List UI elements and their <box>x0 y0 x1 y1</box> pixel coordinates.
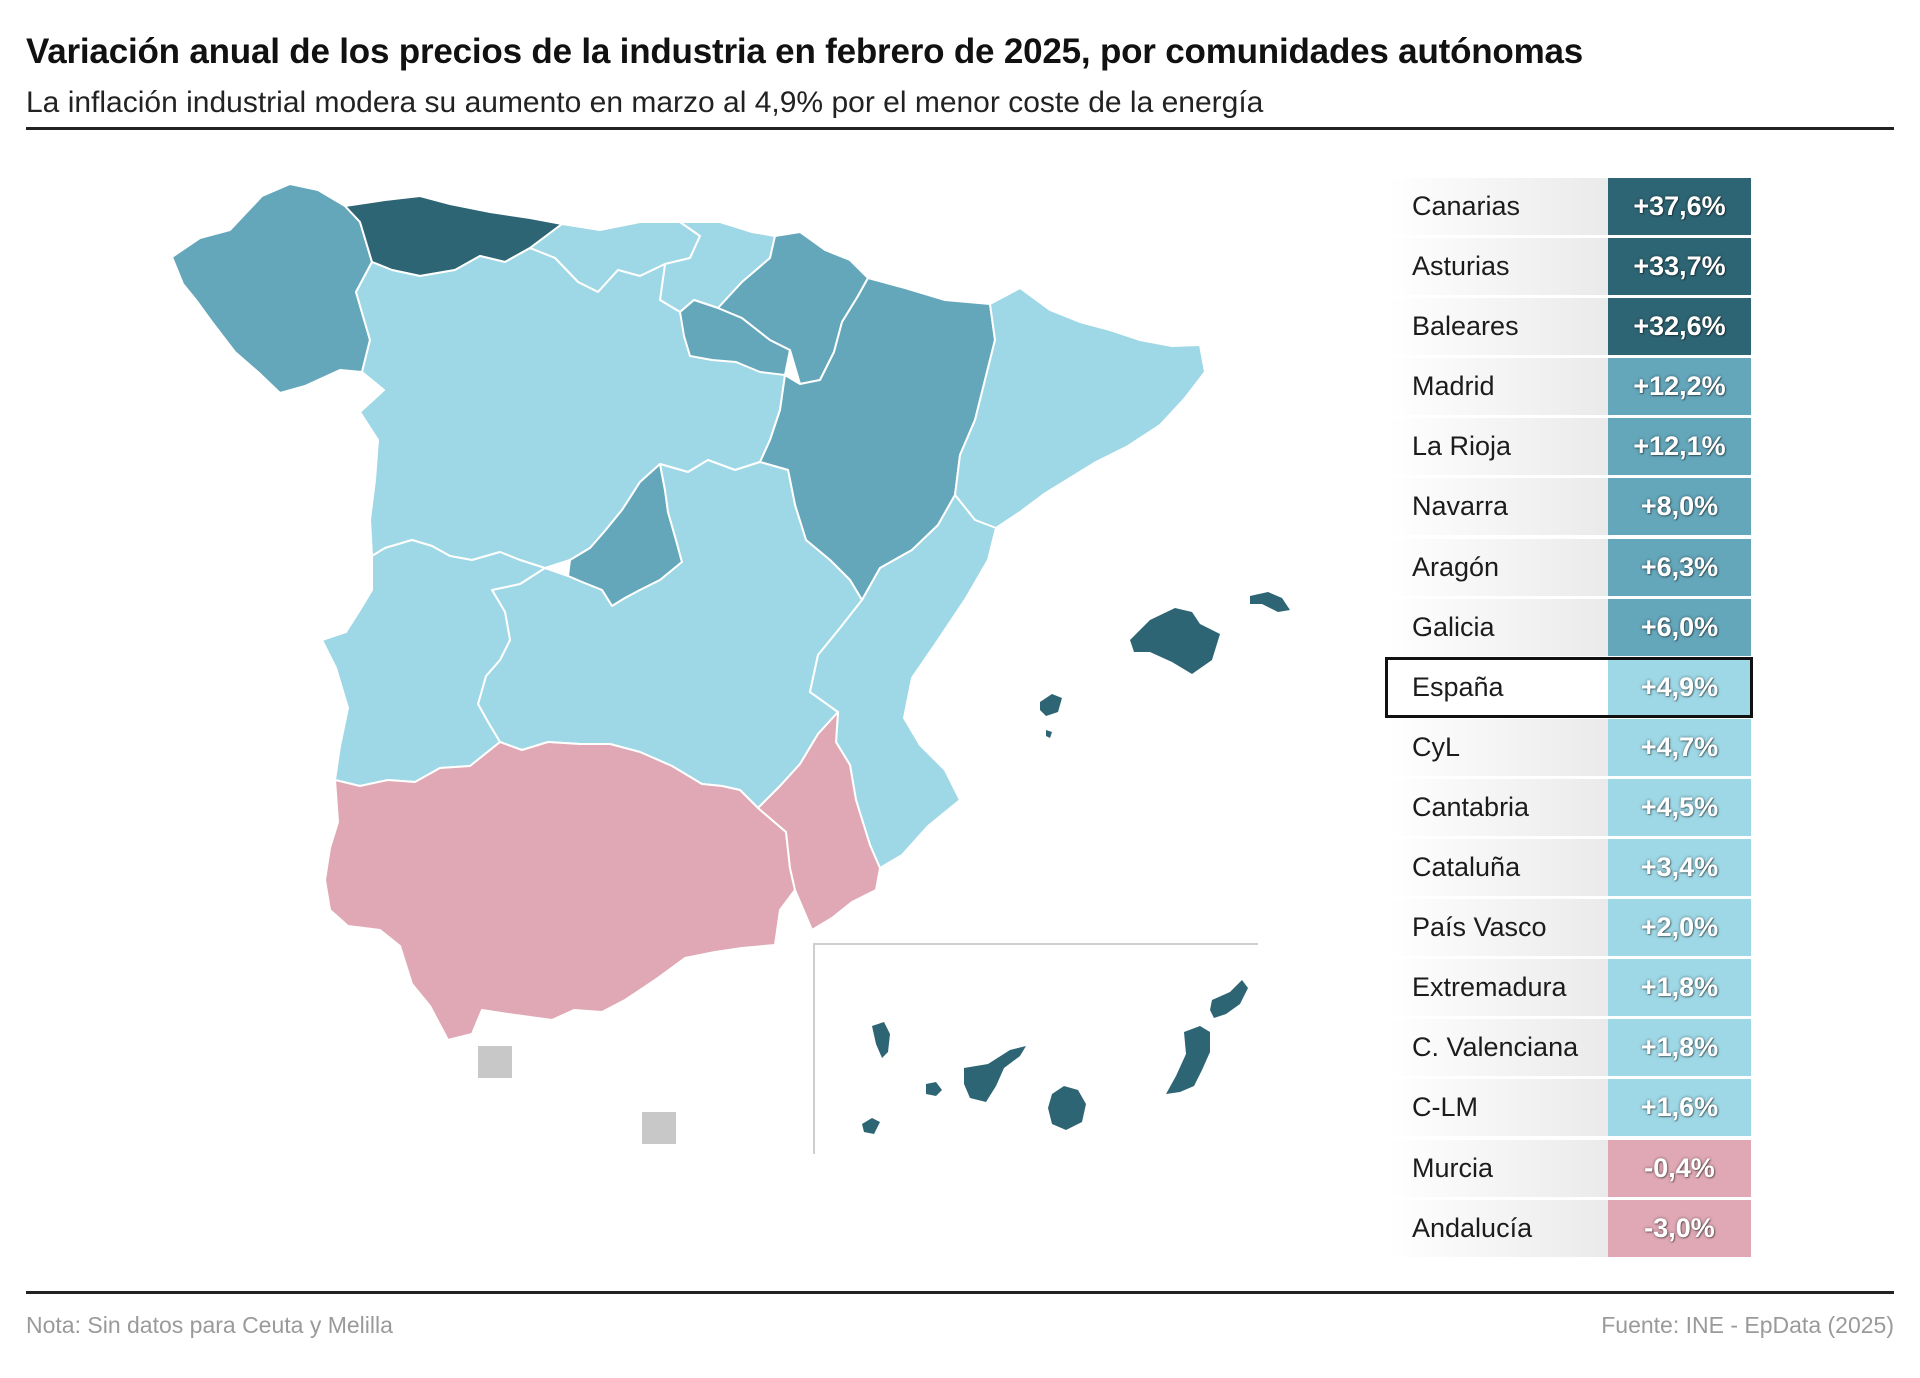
ranking-row: Madrid +12,2% <box>1387 358 1751 416</box>
region-value: +2,0% <box>1608 899 1751 957</box>
ranking-row: C-LM +1,6% <box>1387 1079 1751 1137</box>
ranking-row: Cantabria +4,5% <box>1387 778 1751 836</box>
ranking-row: Extremadura +1,8% <box>1387 959 1751 1017</box>
region-value: +1,6% <box>1608 1079 1751 1137</box>
ranking-row: CyL +4,7% <box>1387 718 1751 776</box>
ranking-row: Andalucía -3,0% <box>1387 1199 1751 1257</box>
region-value: +33,7% <box>1608 238 1751 296</box>
ranking-row: Cataluña +3,4% <box>1387 839 1751 897</box>
region-value: +37,6% <box>1608 178 1751 235</box>
region-name: Baleares <box>1387 298 1608 356</box>
ranking-row: País Vasco +2,0% <box>1387 899 1751 957</box>
region-value: +1,8% <box>1608 959 1751 1017</box>
source-credit: Fuente: INE - EpData (2025) <box>1601 1312 1894 1338</box>
region-name: Cataluña <box>1387 839 1608 897</box>
region-value: +8,0% <box>1608 478 1751 536</box>
region-value: -0,4% <box>1608 1139 1751 1197</box>
region-value: +4,5% <box>1608 778 1751 836</box>
region-name: Cantabria <box>1387 778 1608 836</box>
ranking-row: Murcia -0,4% <box>1387 1139 1751 1197</box>
ranking-row: Canarias +37,6% <box>1387 178 1751 235</box>
chart-subtitle: La inflación industrial modera su aument… <box>26 86 1264 119</box>
footer-divider <box>26 1291 1894 1294</box>
ranking-row-spain-average: España +4,9% <box>1385 656 1753 718</box>
region-murcia <box>757 711 881 931</box>
region-value: -3,0% <box>1608 1199 1751 1257</box>
region-cataluna <box>954 287 1206 529</box>
region-name: Canarias <box>1387 178 1608 235</box>
ceuta-no-data <box>478 1046 512 1078</box>
ranking-row: Navarra +8,0% <box>1387 478 1751 536</box>
ranking-row: Asturias +33,7% <box>1387 238 1751 296</box>
region-canarias <box>862 980 1248 1134</box>
ranking-row: Baleares +32,6% <box>1387 298 1751 356</box>
region-value: +6,0% <box>1608 598 1751 656</box>
ranking-row: La Rioja +12,1% <box>1387 418 1751 476</box>
region-name: C-LM <box>1387 1079 1608 1137</box>
header-divider <box>26 127 1894 130</box>
canarias-inset-frame <box>813 943 1258 1154</box>
ranking-table: Canarias +37,6% Asturias +33,7% Baleares +3… <box>1385 178 1753 1260</box>
melilla-no-data <box>642 1112 676 1144</box>
region-name: Madrid <box>1387 358 1608 416</box>
region-name: Asturias <box>1387 238 1608 296</box>
region-baleares <box>1040 592 1290 738</box>
region-value: +6,3% <box>1608 538 1751 596</box>
region-value: +4,7% <box>1608 718 1751 776</box>
region-name: Galicia <box>1387 598 1608 656</box>
region-value: +12,1% <box>1608 418 1751 476</box>
region-name: Andalucía <box>1387 1199 1608 1257</box>
region-andalucia <box>324 741 796 1041</box>
ranking-row: C. Valenciana +1,8% <box>1387 1019 1751 1077</box>
region-value: +3,4% <box>1608 839 1751 897</box>
region-galicia <box>171 183 373 394</box>
region-name: Murcia <box>1387 1139 1608 1197</box>
ranking-row: Galicia +6,0% <box>1387 598 1751 656</box>
region-name: España <box>1387 658 1608 716</box>
region-name: La Rioja <box>1387 418 1608 476</box>
region-name: Navarra <box>1387 478 1608 536</box>
region-name: C. Valenciana <box>1387 1019 1608 1077</box>
chart-title: Variación anual de los precios de la ind… <box>26 32 1584 71</box>
region-extremadura <box>321 539 546 787</box>
region-value: +12,2% <box>1608 358 1751 416</box>
region-name: Aragón <box>1387 538 1608 596</box>
footnote: Nota: Sin datos para Ceuta y Melilla <box>26 1312 393 1338</box>
region-name: CyL <box>1387 718 1608 776</box>
ranking-row: Aragón +6,3% <box>1387 538 1751 596</box>
region-name: País Vasco <box>1387 899 1608 957</box>
region-value: +32,6% <box>1608 298 1751 356</box>
region-name: Extremadura <box>1387 959 1608 1017</box>
region-value: +1,8% <box>1608 1019 1751 1077</box>
spain-choropleth-map <box>171 183 1290 1154</box>
region-value: +4,9% <box>1608 658 1751 716</box>
